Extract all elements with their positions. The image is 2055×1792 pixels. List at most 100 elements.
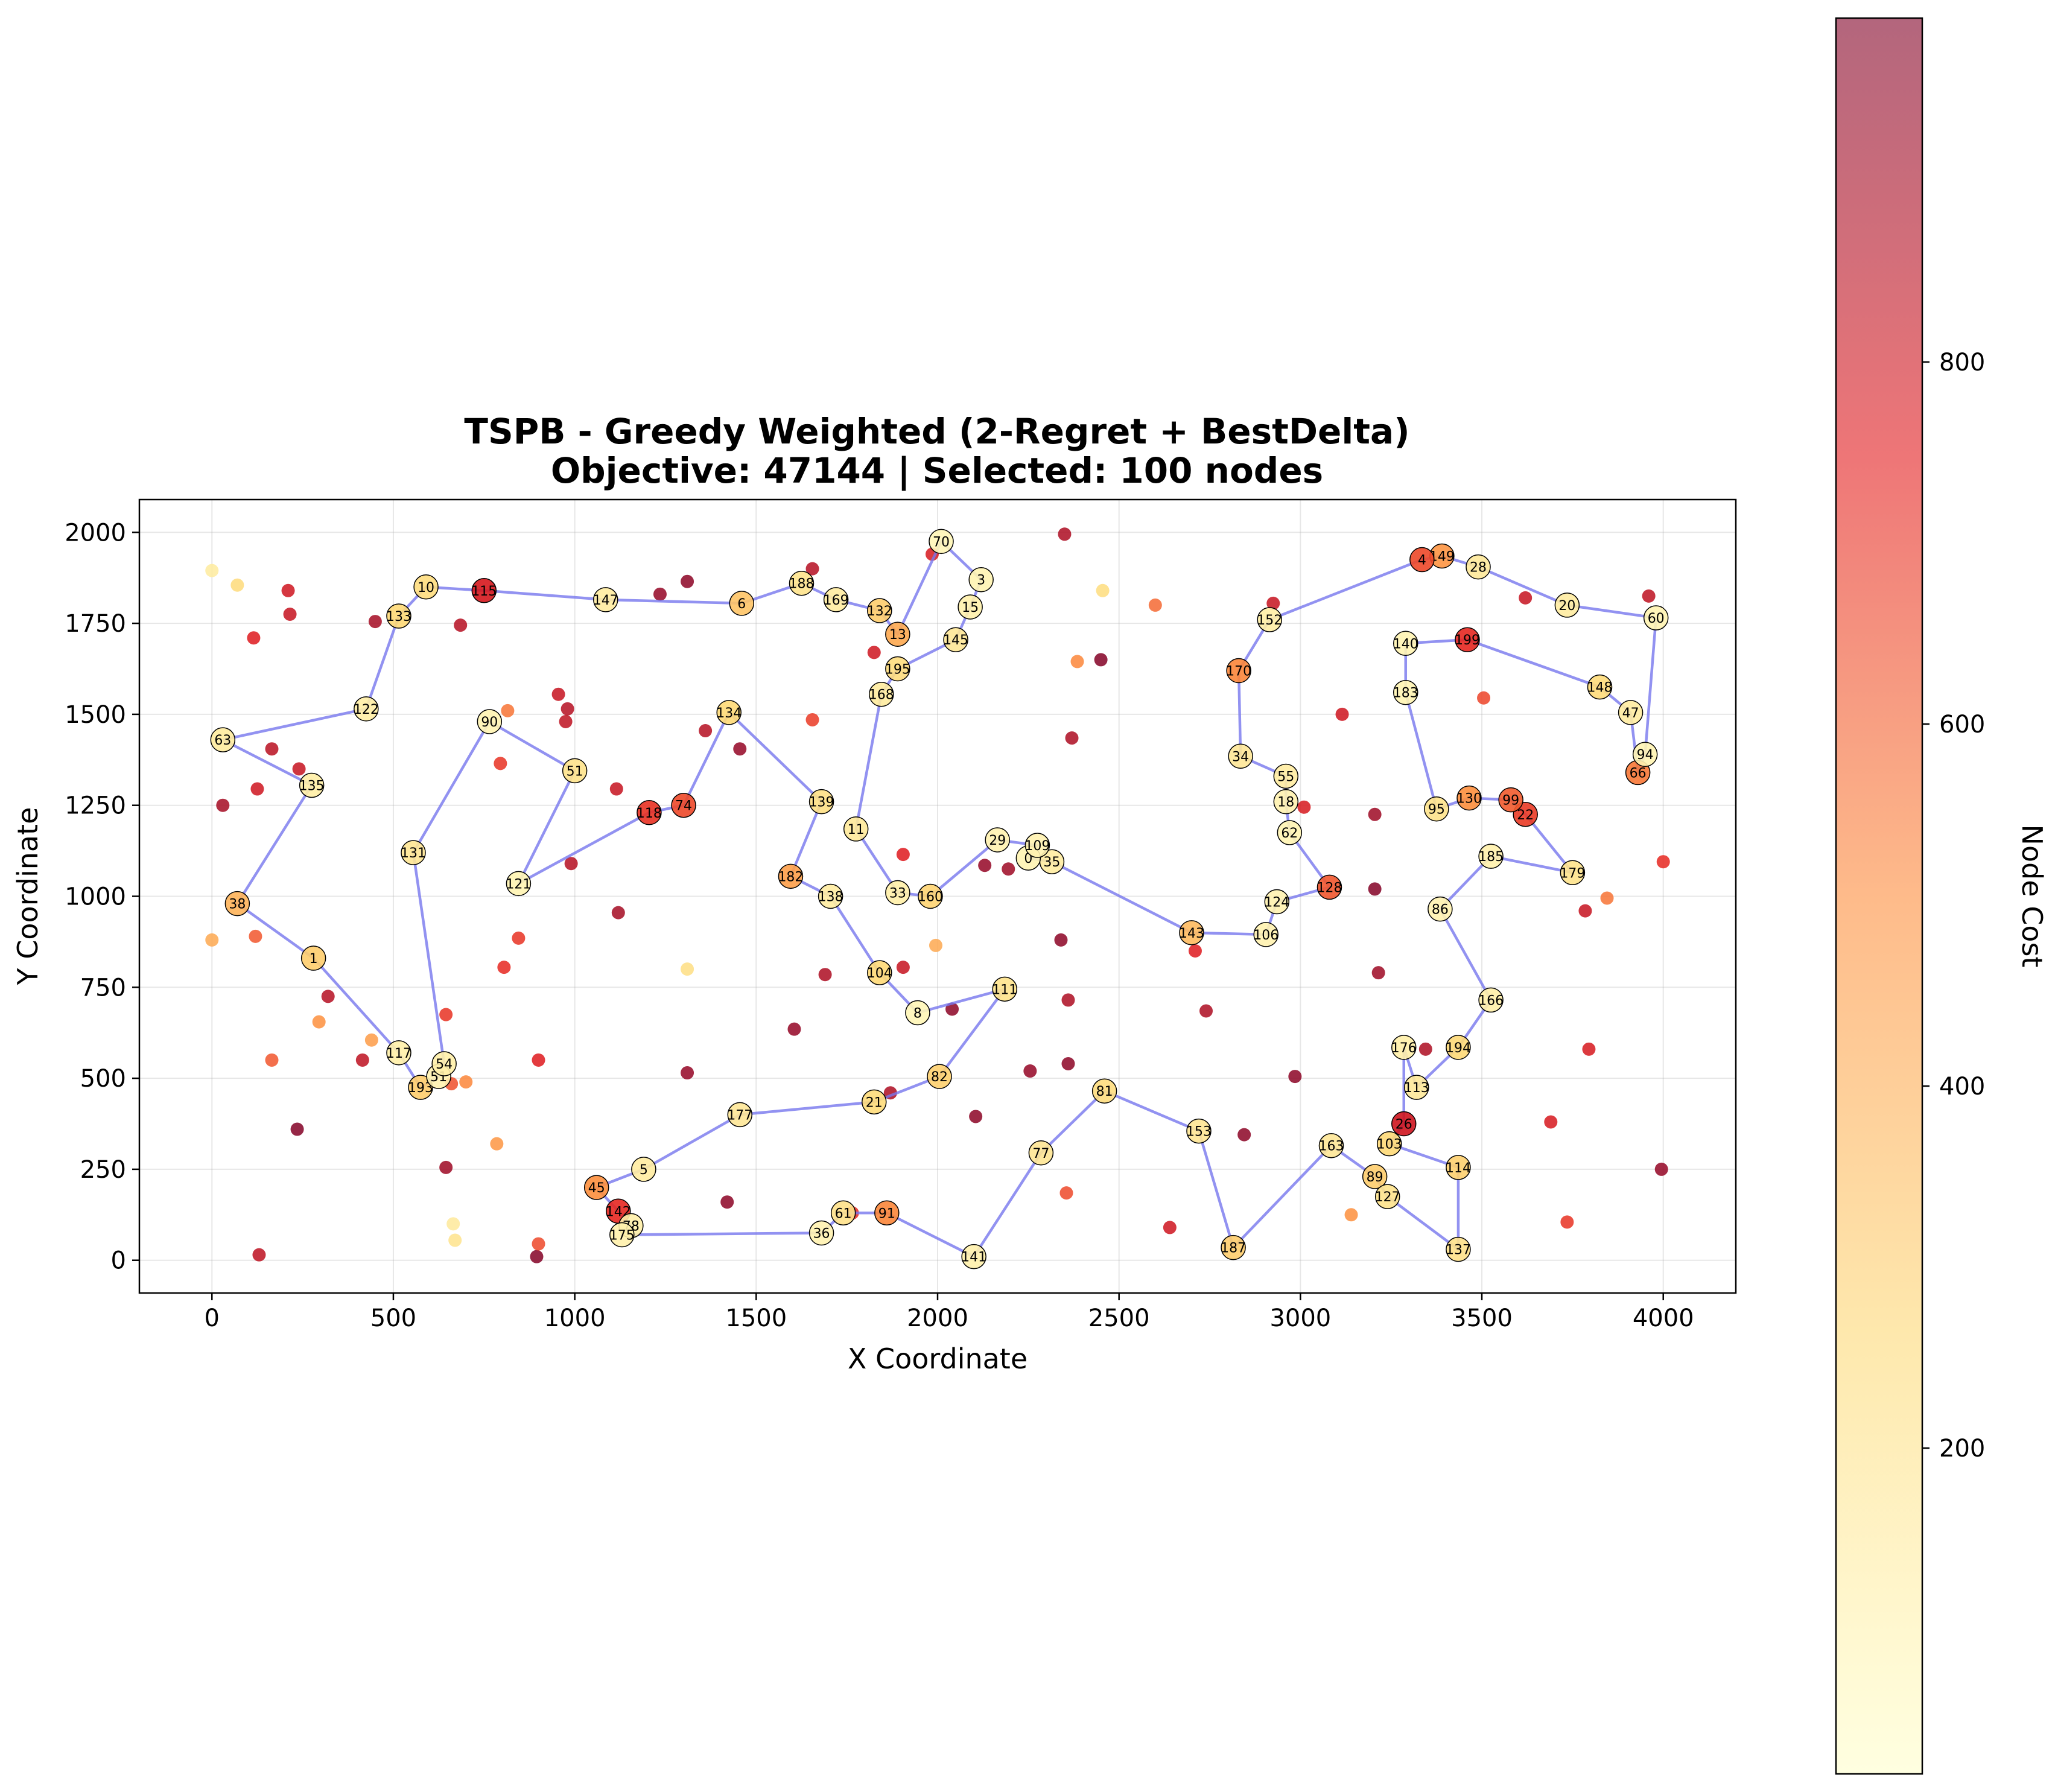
unselected-node [681, 1066, 694, 1080]
unselected-node [1148, 598, 1162, 612]
unselected-node [1600, 891, 1614, 905]
unselected-node [1023, 1064, 1037, 1078]
node-label: 113 [1404, 1081, 1429, 1096]
selected-node-marker [874, 1200, 900, 1226]
unselected-node [321, 990, 335, 1003]
node-label: 55 [1277, 769, 1294, 784]
unselected-node [818, 968, 832, 982]
selected-node-marker [1632, 742, 1658, 767]
unselected-node [532, 1237, 545, 1251]
selected-node: 3 [968, 567, 994, 593]
selected-node: 176 [1391, 1035, 1417, 1060]
node-label: 29 [989, 833, 1006, 848]
unselected-node [733, 742, 747, 756]
y-tick-label: 250 [80, 1156, 126, 1184]
node-label: 127 [1375, 1190, 1400, 1205]
unselected-node [439, 1008, 453, 1022]
selected-node: 166 [1478, 987, 1504, 1013]
node-label: 77 [1032, 1146, 1049, 1161]
node-label: 20 [1558, 599, 1575, 614]
selected-node-marker [1317, 874, 1342, 900]
selected-node-marker [299, 772, 325, 798]
selected-node-marker [869, 681, 894, 707]
selected-node: 55 [1273, 763, 1299, 789]
node-label: 176 [1391, 1041, 1417, 1056]
x-tick-label: 2000 [907, 1304, 968, 1332]
node-label: 134 [716, 706, 742, 721]
node-label: 188 [789, 577, 814, 592]
selected-node-marker [1091, 1078, 1117, 1104]
selected-node-marker [1391, 1035, 1417, 1060]
unselected-node [364, 1033, 378, 1047]
selected-node: 28 [1466, 554, 1491, 580]
selected-node-marker [1404, 1075, 1429, 1100]
unselected-node [1054, 933, 1068, 947]
selected-node: 145 [943, 627, 968, 652]
selected-node: 63 [210, 727, 236, 752]
node-label: 131 [401, 846, 426, 861]
selected-node: 104 [867, 960, 892, 985]
selected-node: 182 [778, 863, 803, 889]
selected-node-marker [593, 587, 618, 612]
selected-node: 106 [1253, 922, 1278, 947]
node-label: 182 [778, 869, 803, 885]
node-label: 89 [1367, 1170, 1383, 1185]
unselected-nodes [205, 527, 1670, 1263]
unselected-node [1237, 1128, 1251, 1142]
selected-node-marker [1277, 820, 1303, 845]
node-label: 4 [1418, 553, 1426, 568]
selected-node: 81 [1091, 1078, 1117, 1104]
node-label: 137 [1446, 1243, 1471, 1258]
selected-node-marker [1318, 1133, 1344, 1158]
selected-node: 1 [300, 945, 326, 971]
chart-title: TSPB - Greedy Weighted (2-Regret + BestD… [464, 411, 1409, 452]
selected-node: 127 [1375, 1184, 1400, 1209]
selected-node-marker [968, 567, 994, 593]
selected-node-marker [1028, 1140, 1054, 1166]
unselected-node [681, 962, 694, 976]
unselected-node [490, 1137, 504, 1151]
selected-node: 15 [958, 594, 983, 620]
node-label: 114 [1446, 1161, 1471, 1176]
selected-node-marker [867, 960, 892, 985]
selected-node-marker [562, 758, 588, 784]
selected-node: 113 [1404, 1075, 1429, 1100]
node-label: 199 [1455, 633, 1480, 648]
colorbar-label: Node Cost [2016, 825, 2048, 968]
x-tick-label: 3000 [1269, 1304, 1331, 1332]
selected-node-marker [789, 570, 815, 596]
selected-node: 18 [1273, 789, 1299, 815]
node-label: 6 [737, 597, 746, 612]
selected-node-marker [918, 883, 943, 909]
unselected-node [1061, 1056, 1075, 1070]
selected-node-marker [1424, 796, 1449, 822]
unselected-node [787, 1022, 801, 1036]
selected-node: 99 [1498, 787, 1523, 813]
unselected-node [205, 933, 219, 947]
selected-node: 133 [386, 603, 411, 629]
selected-node: 185 [1478, 844, 1504, 869]
selected-node: 117 [386, 1040, 411, 1066]
selected-node: 170 [1226, 658, 1251, 684]
selected-node-marker [1554, 593, 1580, 618]
colorbar: 200 400 600 800 [1835, 17, 1985, 1775]
node-label: 22 [1517, 808, 1534, 823]
selected-node: 128 [1317, 874, 1342, 900]
node-label: 95 [1428, 802, 1445, 818]
node-label: 132 [867, 604, 892, 619]
selected-node: 118 [637, 800, 662, 825]
selected-node: 140 [1393, 631, 1418, 656]
node-label: 187 [1221, 1241, 1246, 1256]
unselected-node [1070, 655, 1084, 669]
selected-node-marker [823, 587, 849, 612]
node-label: 47 [1622, 706, 1639, 721]
node-label: 177 [727, 1108, 752, 1123]
node-label: 60 [1648, 611, 1665, 626]
node-label: 160 [918, 890, 943, 905]
node-label: 133 [386, 609, 411, 624]
selected-node: 177 [727, 1102, 752, 1128]
unselected-node [1288, 1070, 1302, 1084]
node-label: 74 [675, 799, 692, 814]
node-label: 45 [588, 1181, 605, 1196]
